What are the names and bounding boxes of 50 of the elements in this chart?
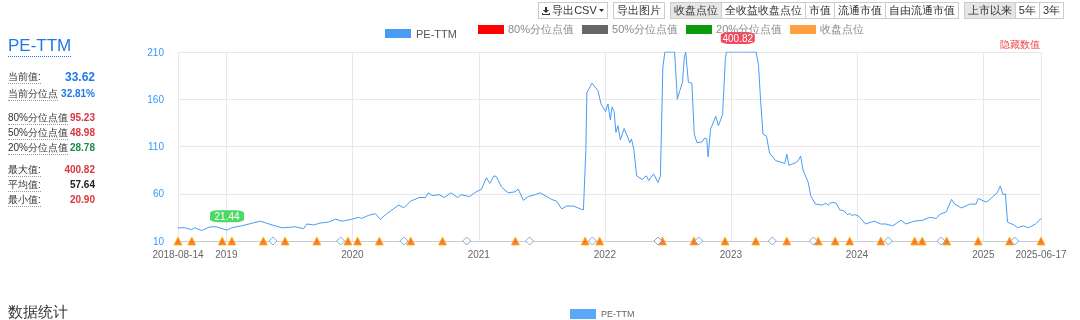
text: 95.23 bbox=[69, 112, 95, 123]
text: 收盘点位 bbox=[820, 22, 865, 37]
x-tick-label: 2018-08-14 bbox=[152, 248, 205, 260]
text: 48.98 bbox=[69, 127, 95, 138]
text: 400.82 bbox=[64, 164, 95, 175]
text: 自由流通市值 bbox=[888, 4, 955, 17]
text: 33.62 bbox=[64, 70, 95, 84]
text: 数据统计 bbox=[8, 303, 68, 320]
text: 50%分位点值 bbox=[612, 22, 679, 37]
x-tick-label: 2023 bbox=[719, 248, 743, 260]
x-tick-label: 2022 bbox=[593, 248, 617, 260]
text: 5年 bbox=[1018, 4, 1036, 17]
text: 50%分位点值 bbox=[8, 127, 69, 140]
text: 最大值: bbox=[8, 164, 41, 177]
text: 当前分位点 bbox=[8, 88, 58, 101]
text: 导出图片 bbox=[616, 4, 661, 17]
text: 3年 bbox=[1042, 4, 1060, 17]
x-tick-label: 2021 bbox=[467, 248, 491, 260]
legend-label: PE-TTM bbox=[416, 27, 457, 40]
x-tick-label: 2020 bbox=[341, 248, 364, 260]
text: 80%分位点值 bbox=[8, 112, 69, 125]
text: 20%分位点值 bbox=[8, 142, 69, 155]
text: 20%分位点值 bbox=[716, 22, 783, 35]
text: PE-TTM bbox=[8, 36, 72, 57]
y-tick-label: 210 bbox=[147, 46, 165, 58]
text: 最小值: bbox=[8, 194, 41, 207]
x-tick-label: 2025-06-17 bbox=[1015, 248, 1068, 260]
text: PE-TTM bbox=[601, 309, 635, 319]
text: 上市以来 bbox=[967, 4, 1012, 17]
text: 隐藏数值 bbox=[1000, 38, 1040, 52]
y-tick-label: 10 bbox=[152, 235, 165, 247]
y-tick-label: 60 bbox=[152, 188, 165, 200]
text: 20.90 bbox=[69, 194, 95, 205]
y-tick-label: 110 bbox=[148, 141, 165, 152]
x-tick-label: 2019 bbox=[215, 248, 238, 260]
y-tick-label: 160 bbox=[147, 93, 165, 105]
text: 平均值: bbox=[8, 179, 41, 192]
x-tick-label: 2024 bbox=[845, 248, 869, 260]
text: 全收益收盘点位 bbox=[724, 4, 802, 17]
x-tick-label: 2025 bbox=[972, 248, 995, 260]
text: 57.64 bbox=[69, 179, 95, 190]
text: 80%分位点值 bbox=[508, 22, 575, 37]
text: 流通市值 bbox=[837, 4, 882, 17]
text: 32.81% bbox=[61, 88, 95, 99]
text: 导出CSV bbox=[552, 4, 597, 17]
text: 当前值: bbox=[8, 71, 41, 84]
text: 28.78 bbox=[69, 142, 95, 153]
text: 市值 bbox=[808, 4, 831, 17]
text: 收盘点位 bbox=[673, 4, 718, 17]
annotation: 21.44 bbox=[214, 210, 240, 222]
